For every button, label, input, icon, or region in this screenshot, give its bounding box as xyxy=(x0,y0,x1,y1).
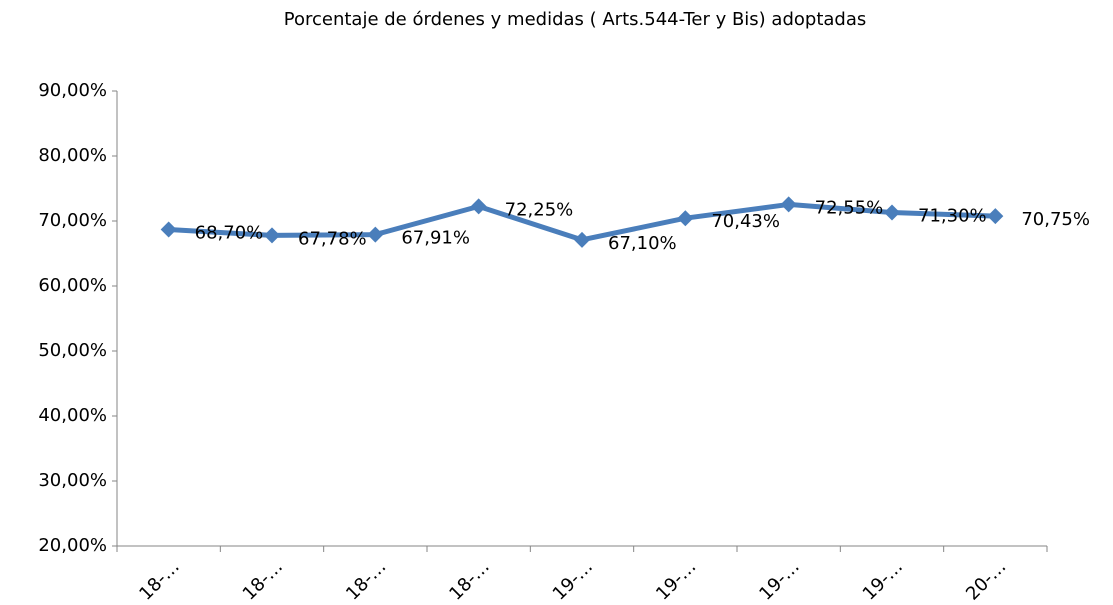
data-label: 72,55% xyxy=(815,197,884,218)
marker xyxy=(987,208,1004,225)
y-tick-label: 40,00% xyxy=(38,405,107,426)
data-label: 70,43% xyxy=(711,211,780,232)
x-tick-label: 19-… xyxy=(652,556,700,604)
x-tick-label: 20-… xyxy=(962,556,1010,604)
data-label: 67,10% xyxy=(608,233,677,254)
data-label: 68,70% xyxy=(195,222,264,243)
marker xyxy=(884,204,900,221)
x-tick-label: 18-… xyxy=(445,556,493,604)
x-tick-label: 18-… xyxy=(239,556,287,604)
chart-title: Porcentaje de órdenes y medidas ( Arts.5… xyxy=(284,9,866,30)
y-tick-label: 90,00% xyxy=(38,80,107,101)
marker xyxy=(264,227,280,244)
data-label: 67,91% xyxy=(401,228,470,249)
y-tick-label: 70,00% xyxy=(38,210,107,231)
y-tick-label: 30,00% xyxy=(38,470,107,491)
marker xyxy=(780,196,797,213)
marker xyxy=(160,221,177,238)
y-tick-label: 80,00% xyxy=(38,145,107,166)
data-label: 70,75% xyxy=(1021,209,1090,230)
marker xyxy=(574,231,590,248)
data-label: 71,30% xyxy=(918,206,987,227)
data-label: 67,78% xyxy=(298,228,367,249)
marker xyxy=(677,210,694,227)
x-tick-label: 18-… xyxy=(342,556,390,604)
marker xyxy=(470,198,487,215)
x-tick-label: 19-… xyxy=(859,556,907,604)
data-label: 72,25% xyxy=(505,199,574,220)
y-tick-label: 50,00% xyxy=(38,340,107,361)
y-tick-label: 60,00% xyxy=(38,275,107,296)
x-tick-label: 19-… xyxy=(755,556,803,604)
x-tick-label: 18-… xyxy=(135,556,183,604)
x-tick-label: 19-… xyxy=(549,556,597,604)
y-tick-label: 20,00% xyxy=(38,535,107,556)
marker xyxy=(367,226,384,243)
